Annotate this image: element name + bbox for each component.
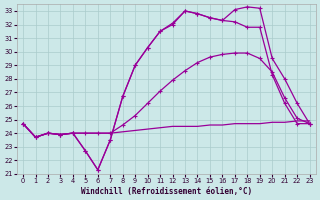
- X-axis label: Windchill (Refroidissement éolien,°C): Windchill (Refroidissement éolien,°C): [81, 187, 252, 196]
